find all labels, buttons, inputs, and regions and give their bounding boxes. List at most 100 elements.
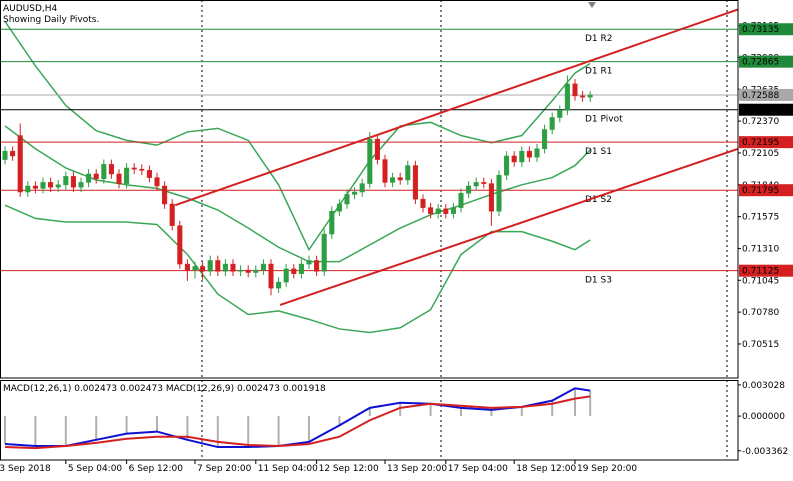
- candle-body: [238, 269, 244, 272]
- pivot-price-box: [739, 184, 793, 197]
- candle-body: [169, 203, 175, 226]
- y-tick-label: -0.003362: [742, 447, 788, 457]
- x-tick-label: 17 Sep 04:00: [448, 464, 508, 474]
- candle-body: [496, 174, 502, 212]
- x-tick-label: 6 Sep 12:00: [129, 464, 184, 474]
- candle-body: [458, 192, 464, 208]
- x-tick-label: 18 Sep 12:00: [516, 464, 576, 474]
- x-tick-label: 12 Sep 12:00: [319, 464, 379, 474]
- candle-body: [222, 263, 228, 272]
- macd-histogram-bar: [216, 416, 219, 448]
- pivot-label: D1 R2: [585, 34, 613, 44]
- candle-body: [428, 207, 434, 214]
- pivot-price-box: [739, 264, 793, 277]
- macd-histogram-bar: [308, 416, 311, 442]
- candle-body: [534, 148, 540, 158]
- candle-body: [268, 263, 274, 289]
- candle-body: [276, 281, 282, 289]
- x-tick-label: 11 Sep 04:00: [258, 464, 318, 474]
- candle-body: [139, 168, 145, 171]
- candle-body: [78, 182, 84, 188]
- candle-body: [154, 177, 160, 187]
- candle-body: [504, 155, 510, 176]
- macd-histogram-bar: [277, 416, 280, 447]
- candle-body: [2, 150, 8, 160]
- pivot-price-text: 0.71125: [742, 267, 779, 277]
- candle-body: [48, 182, 54, 188]
- y-tick-label: 0.72105: [742, 149, 779, 159]
- candle-body: [86, 173, 92, 183]
- candle-body: [542, 129, 548, 150]
- macd-histogram-bar: [589, 390, 592, 417]
- candle-body: [473, 182, 479, 187]
- x-tick-label: 13 Sep 20:00: [387, 464, 447, 474]
- y-tick-label: 0.71045: [742, 276, 779, 286]
- candle-body: [10, 150, 16, 157]
- x-tick-label: 3 Sep 2018: [0, 464, 51, 474]
- pivot-price-text: 0.72195: [742, 138, 779, 148]
- bollinger-band: [4, 20, 591, 252]
- candle-body: [443, 208, 449, 214]
- pivot-label: D1 S3: [585, 276, 612, 286]
- macd-histogram-bar: [125, 416, 128, 434]
- macd-histogram-bar: [64, 416, 67, 447]
- macd-histogram-bar: [551, 400, 554, 417]
- y-tick-label: 0.000000: [742, 412, 785, 422]
- candle-body: [25, 185, 31, 193]
- y-tick-label: 0.71575: [742, 213, 779, 223]
- candle-body: [572, 83, 578, 97]
- candle-body: [93, 173, 99, 180]
- candle-body: [412, 165, 418, 200]
- channel-line: [279, 147, 738, 306]
- candle-body: [306, 260, 312, 265]
- candle-body: [298, 263, 304, 274]
- candle-body: [374, 138, 380, 160]
- candle-body: [101, 164, 107, 180]
- candle-body: [564, 83, 570, 111]
- candle-body: [466, 185, 472, 194]
- candle-body: [177, 225, 183, 265]
- pivot-label: D1 S1: [585, 147, 612, 157]
- price-frame: [0, 0, 739, 379]
- macd-panel: [4, 387, 592, 450]
- y-tick-label: 0.70515: [742, 340, 779, 350]
- candle-body: [108, 164, 114, 175]
- channel-line: [174, 8, 738, 207]
- candle-body: [526, 150, 532, 158]
- pivot-price-box: [739, 23, 793, 36]
- candle-body: [420, 198, 426, 208]
- y-tick-label: 0.003028: [742, 381, 785, 391]
- candle-body: [245, 269, 251, 273]
- pivot-price-text: 0.73135: [742, 25, 779, 35]
- candle-body: [207, 260, 213, 272]
- x-tick-label: 5 Sep 04:00: [68, 464, 123, 474]
- macd-frame: [0, 380, 739, 461]
- candle-body: [557, 110, 563, 118]
- pivot-price-box: [739, 136, 793, 149]
- macd-histogram-bar: [573, 388, 576, 417]
- bid-price-box: [739, 88, 793, 101]
- candle-body: [17, 135, 23, 193]
- candle-body: [336, 203, 342, 212]
- candle-body: [359, 183, 365, 193]
- candle-body: [200, 266, 206, 272]
- candle-body: [367, 138, 373, 184]
- macd-histogram-bar: [95, 416, 98, 440]
- candle-body: [55, 184, 61, 188]
- macd-line: [4, 395, 591, 450]
- pivot-label: D1 R1: [585, 67, 613, 77]
- y-tick-label: 0.71310: [742, 244, 779, 254]
- macd-histogram-bar: [520, 406, 523, 417]
- candle-body: [587, 94, 593, 98]
- candle-body: [352, 191, 358, 195]
- candle-body: [344, 194, 350, 205]
- candle-body: [314, 260, 320, 272]
- pivot-price-text: 0.71795: [742, 186, 779, 196]
- candle-body: [519, 150, 525, 163]
- macd-histogram-bar: [4, 416, 7, 444]
- macd-histogram-bar: [338, 416, 341, 426]
- candle-body: [192, 266, 198, 271]
- macd-histogram-bar: [368, 407, 371, 417]
- candle-body: [131, 167, 137, 170]
- candle-body: [63, 176, 69, 186]
